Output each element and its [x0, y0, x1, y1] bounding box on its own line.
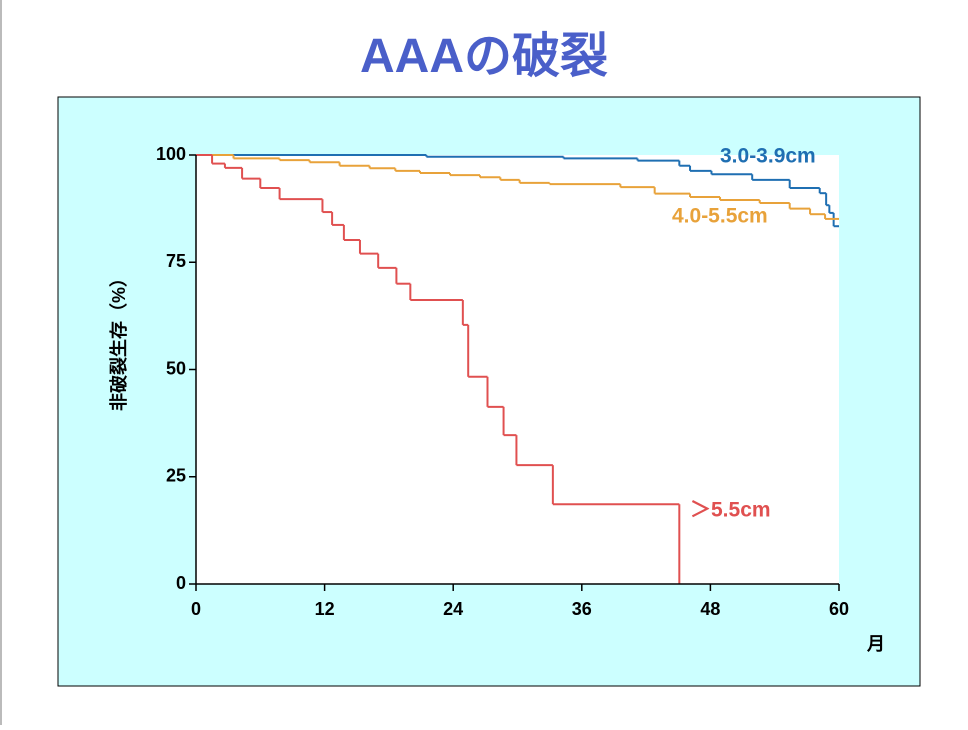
plot-area [196, 155, 839, 584]
y-tick-label: 75 [166, 251, 186, 271]
x-axis-label: 月 [866, 634, 885, 654]
y-axis-label: 非破裂生存（%） [108, 269, 129, 411]
x-tick-label: 0 [191, 599, 201, 619]
x-tick-label: 60 [829, 599, 849, 619]
y-tick-label: 0 [176, 573, 186, 593]
series-label: 4.0-5.5cm [672, 205, 768, 228]
y-tick-label: 100 [156, 144, 186, 164]
x-tick-label: 48 [700, 599, 720, 619]
x-tick-label: 12 [315, 599, 335, 619]
series-label: 3.0-3.9cm [720, 145, 816, 168]
y-tick-label: 25 [166, 466, 186, 486]
x-tick-label: 36 [572, 599, 592, 619]
x-tick-label: 24 [443, 599, 463, 619]
y-tick-label: 50 [166, 358, 186, 378]
chart-title: AAAの破裂 [360, 30, 608, 83]
series-label: ＞5.5cm [690, 499, 771, 522]
